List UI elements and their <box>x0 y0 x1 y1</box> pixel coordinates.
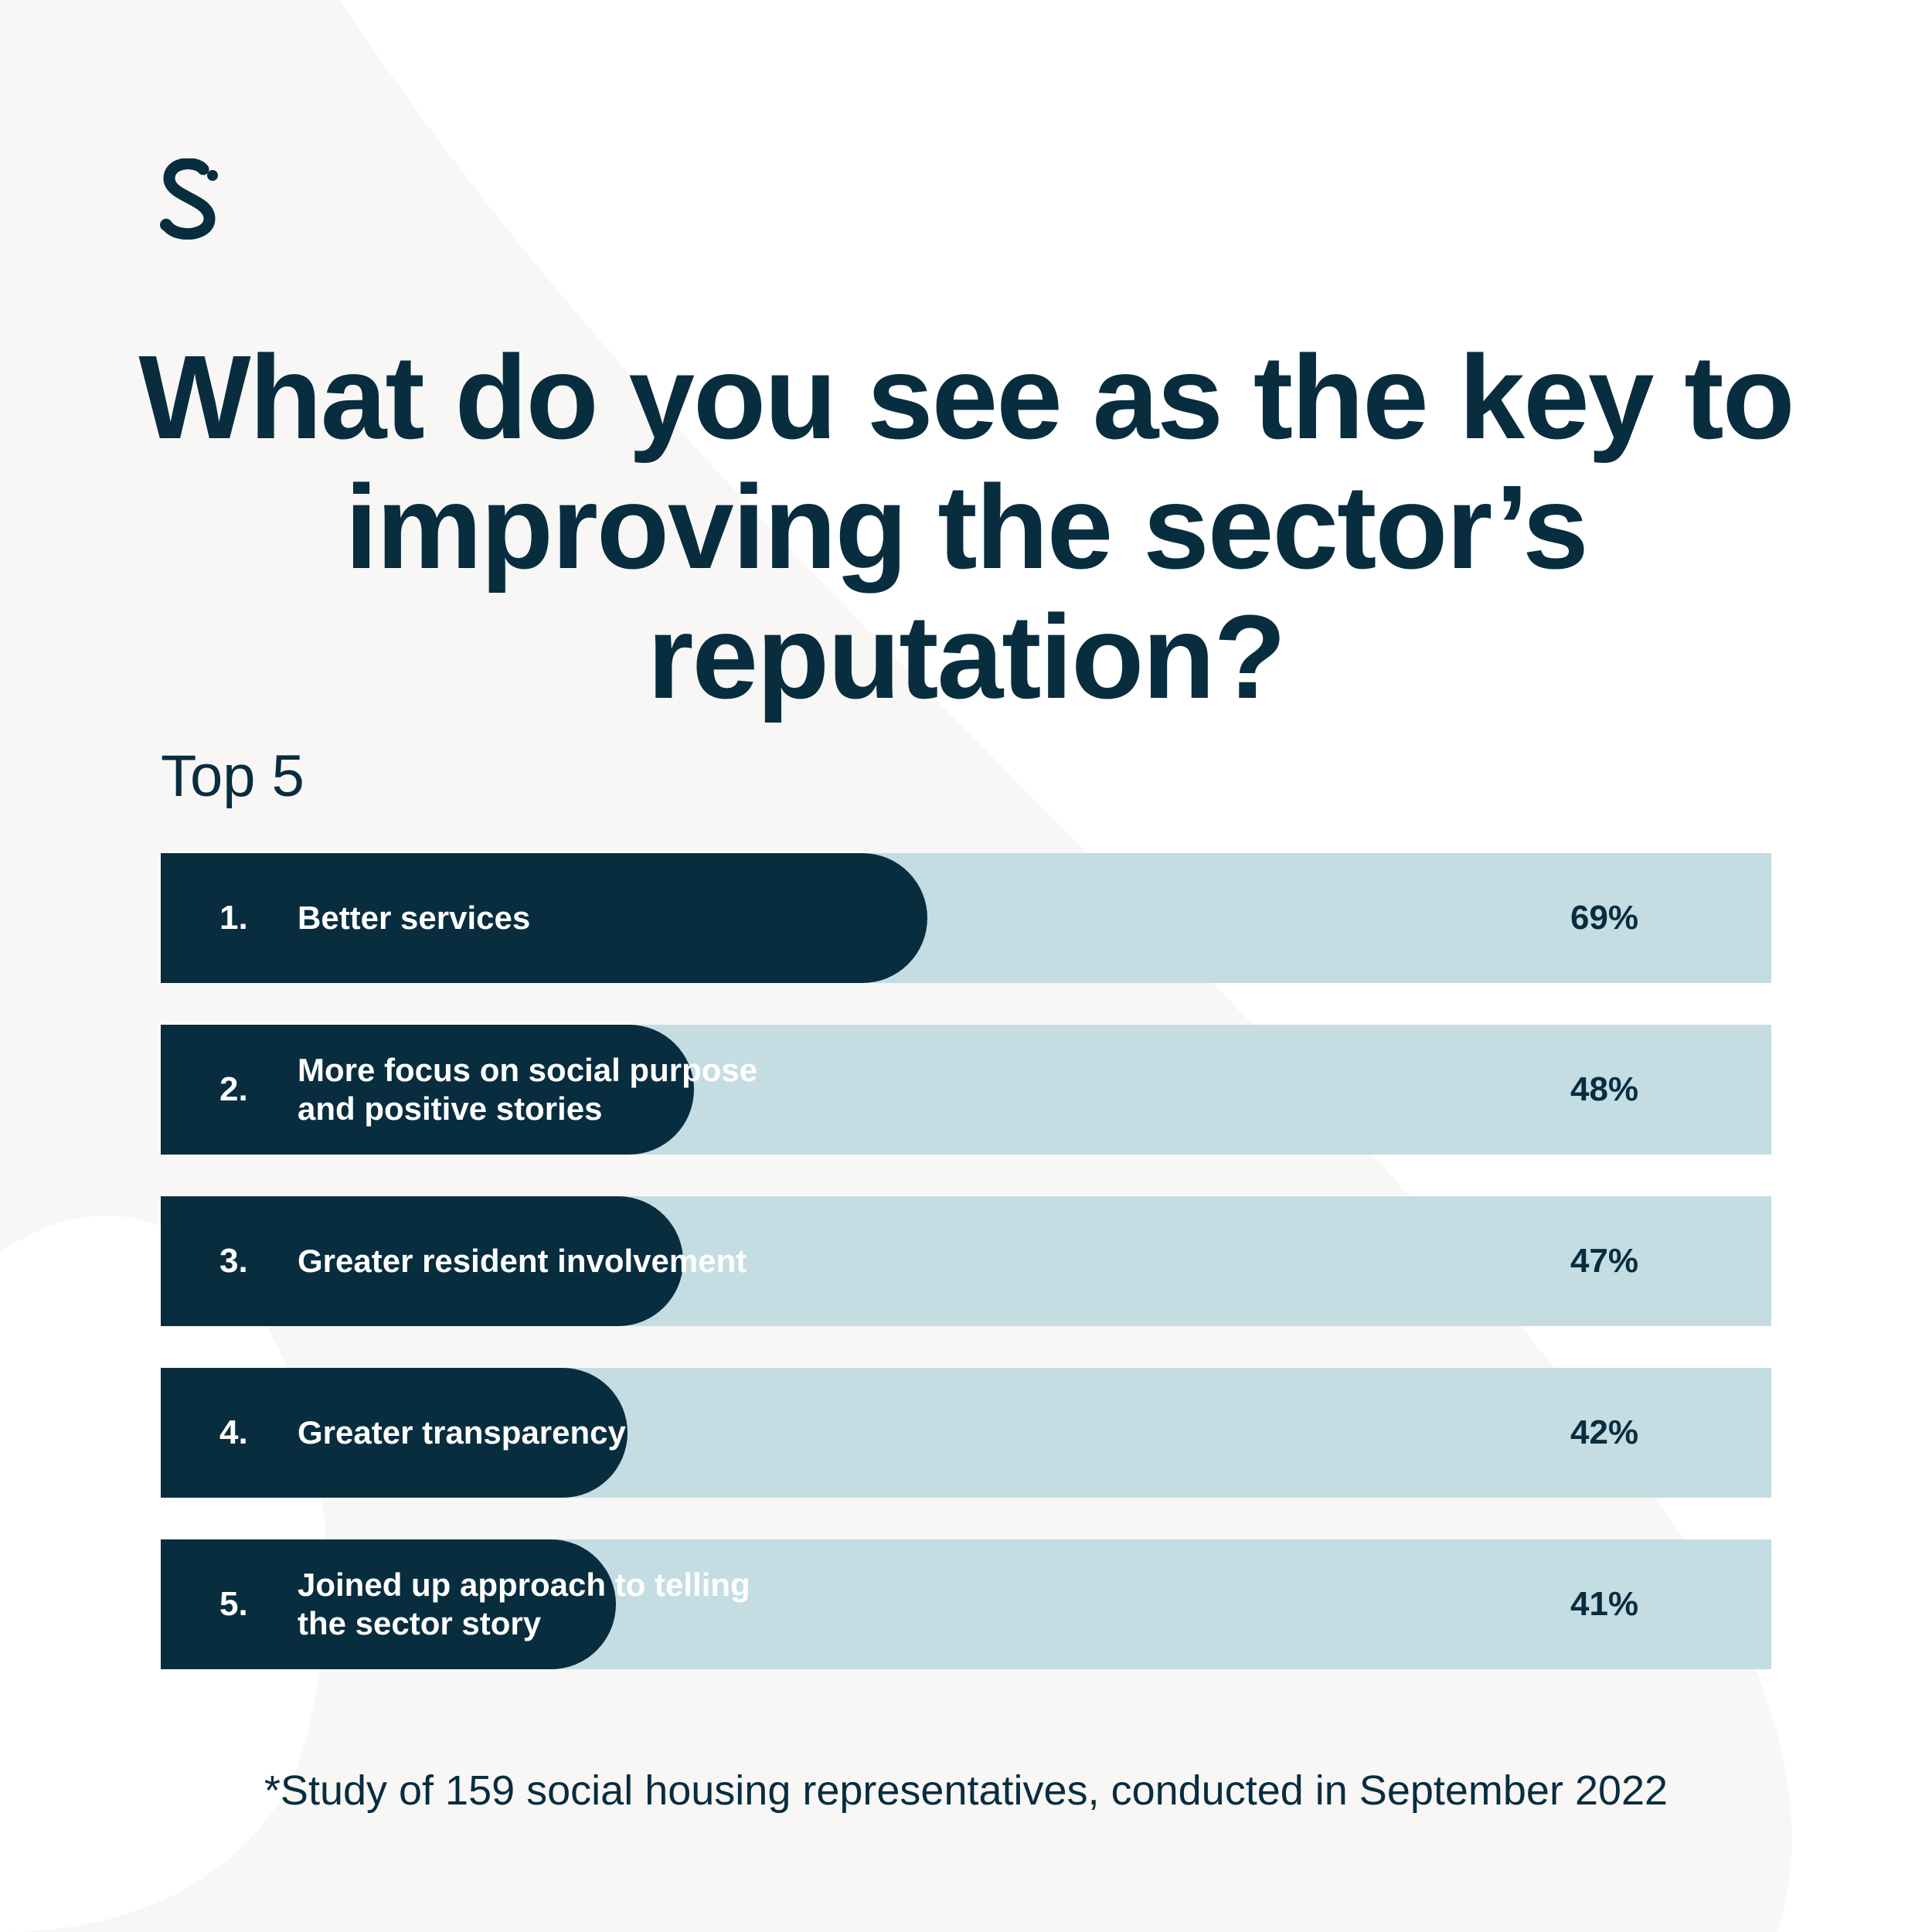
bar <box>161 853 927 983</box>
bar-track: 1. Better services 69% <box>161 853 1771 983</box>
bar-track: 3. Greater resident involvement 47% <box>161 1196 1771 1326</box>
bar-label: Greater transparency <box>298 1368 993 1498</box>
chart-subtitle: Top 5 <box>161 743 304 809</box>
bar-value-label: 41% <box>1570 1585 1639 1623</box>
bar-label-text: Greater transparency <box>298 1414 626 1451</box>
bar-track: 4. Greater transparency 42% <box>161 1368 1771 1498</box>
bar-label: Better services <box>298 853 993 983</box>
bar-label: More focus on social purpose and positiv… <box>298 1025 993 1155</box>
bar-value-label: 47% <box>1570 1242 1639 1280</box>
bar-value-label: 42% <box>1570 1413 1639 1451</box>
bar-label-text: More focus on social purpose and positiv… <box>298 1052 758 1127</box>
bar-track: 2. More focus on social purpose and posit… <box>161 1025 1771 1155</box>
bar-rank: 5. <box>219 1585 248 1623</box>
bar-label: Greater resident involvement <box>298 1196 993 1326</box>
bar-value-label: 48% <box>1570 1070 1639 1108</box>
bar-label-text: Better services <box>298 900 531 936</box>
bar-label: Joined up approach to telling the sector… <box>298 1539 993 1669</box>
bar <box>161 1368 628 1498</box>
bar-rank: 1. <box>219 899 248 937</box>
bar-track: 5. Joined up approach to telling the sect… <box>161 1539 1771 1669</box>
bar-rank: 2. <box>219 1070 248 1108</box>
stylized-s-logo <box>160 158 218 240</box>
footnote: *Study of 159 social housing representat… <box>264 1767 1668 1814</box>
bar-rank: 4. <box>219 1413 248 1451</box>
bar-rank: 3. <box>219 1242 248 1280</box>
bar <box>161 1025 694 1155</box>
bar <box>161 1539 617 1669</box>
bar <box>161 1196 683 1326</box>
bar-value-label: 69% <box>1570 899 1639 937</box>
chart-title: What do you see as the key to improving … <box>138 331 1794 723</box>
bar-label-text: Greater resident involvement <box>298 1243 747 1279</box>
bar-chart: 1. Better services 69% 2. More focus on soci… <box>161 853 1771 1669</box>
bar-label-text: Joined up approach to telling the sector… <box>298 1566 750 1641</box>
